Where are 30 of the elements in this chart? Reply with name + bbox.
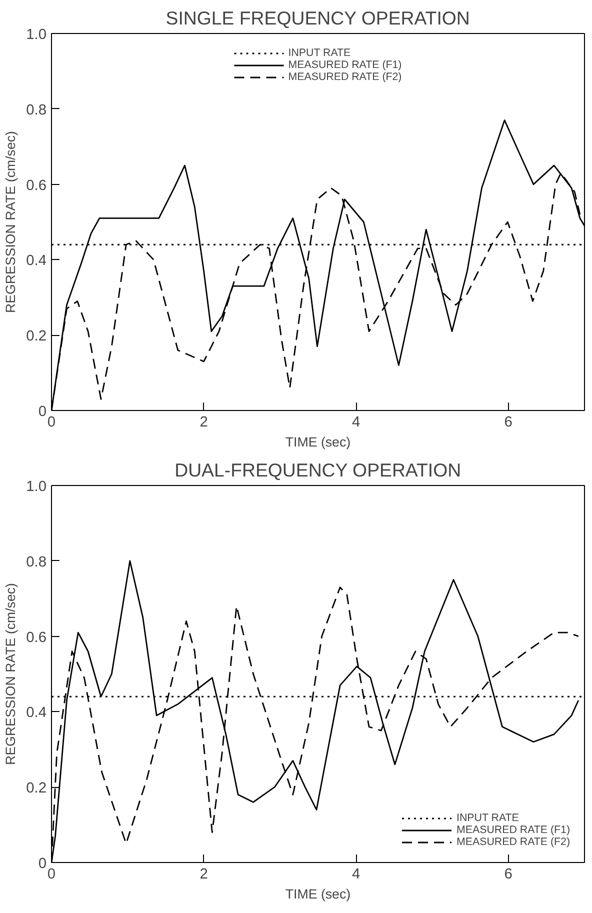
y-tick-label: 0.4	[26, 705, 46, 722]
x-tick-label: 2	[200, 866, 208, 882]
x-axis-title: TIME (sec)	[285, 434, 351, 450]
y-axis-title: REGRESSION RATE (cm/sec)	[3, 583, 18, 765]
y-tick-label: 0.8	[26, 554, 46, 570]
y-tick-label: 0.8	[26, 102, 46, 118]
legend-label: MEASURED RATE (F1)	[456, 824, 570, 836]
legend-label: MEASURED RATE (F2)	[288, 71, 402, 83]
x-tick-label: 4	[352, 866, 360, 882]
chart-title: SINGLE FREQUENCY OPERATION	[166, 8, 470, 28]
x-tick-label: 6	[504, 866, 512, 882]
y-tick-label: 0	[38, 856, 47, 872]
x-tick-label: 6	[504, 414, 512, 430]
legend-label: INPUT RATE	[456, 812, 519, 824]
x-axis-title: TIME (sec)	[285, 886, 351, 902]
x-tick-label: 4	[352, 414, 360, 430]
y-tick-label: 0.2	[26, 780, 46, 797]
legend-label: MEASURED RATE (F2)	[456, 836, 570, 848]
legend-label: MEASURED RATE (F1)	[288, 59, 402, 71]
chart-title: DUAL-FREQUENCY OPERATION	[174, 460, 462, 480]
y-tick-label: 1.0	[26, 27, 46, 43]
legend-label: INPUT RATE	[288, 47, 351, 59]
y-tick-label: 0.6	[26, 178, 46, 194]
y-tick-label: 0	[38, 404, 47, 420]
y-tick-label: 0.6	[26, 630, 46, 646]
y-tick-label: 1.0	[26, 479, 46, 495]
x-tick-label: 2	[200, 414, 208, 430]
y-tick-label: 0.4	[26, 253, 46, 270]
y-tick-label: 0.2	[26, 328, 46, 345]
y-axis-title: REGRESSION RATE (cm/sec)	[3, 131, 18, 313]
